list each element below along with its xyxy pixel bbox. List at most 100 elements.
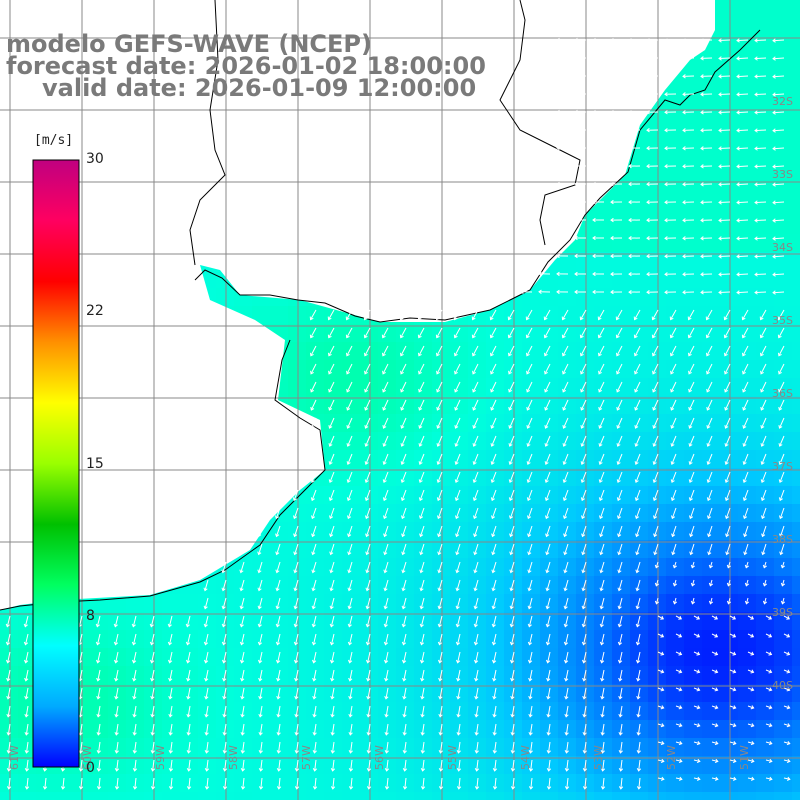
wind-arrow <box>508 435 515 447</box>
wind-arrow <box>765 651 773 656</box>
wind-arrow <box>600 705 605 718</box>
wind-arrow <box>328 435 335 447</box>
wind-arrow <box>598 435 605 447</box>
wind-arrow <box>597 345 605 357</box>
wind-arrow <box>562 507 569 520</box>
wind-arrow <box>690 597 696 605</box>
wind-arrow <box>401 633 407 646</box>
wind-arrow <box>762 561 767 569</box>
wind-arrow <box>682 164 695 169</box>
lon-label: 60W <box>81 745 94 770</box>
wind-arrow <box>186 669 191 682</box>
wind-arrow <box>365 615 371 628</box>
wind-arrow <box>783 615 791 620</box>
wind-arrow <box>610 73 623 79</box>
wind-arrow <box>778 489 785 502</box>
wind-arrow <box>546 705 551 718</box>
wind-arrow <box>636 723 641 736</box>
wind-arrow <box>581 597 587 610</box>
wind-arrow <box>759 345 767 357</box>
wind-arrow <box>437 651 443 664</box>
wind-arrow <box>454 381 461 393</box>
wind-arrow <box>311 615 317 628</box>
wind-arrow <box>275 525 281 538</box>
wind-arrow <box>783 776 791 781</box>
wind-arrow <box>546 669 551 682</box>
wind-arrow <box>490 381 497 393</box>
wind-arrow <box>150 723 155 736</box>
lat-label: 39S <box>772 606 793 619</box>
wind-arrow <box>455 543 461 556</box>
wind-arrow <box>455 597 461 610</box>
wind-arrow <box>149 633 155 646</box>
wind-arrow <box>401 525 407 538</box>
wind-arrow <box>418 417 425 429</box>
wind-arrow <box>664 200 677 205</box>
wind-arrow <box>718 38 731 43</box>
wind-arrow <box>383 633 389 646</box>
wind-arrow <box>652 363 659 375</box>
wind-arrow <box>636 687 641 700</box>
wind-arrow <box>616 399 623 411</box>
wind-arrow <box>509 579 515 592</box>
wind-arrow <box>711 615 719 620</box>
wind-arrow <box>365 579 371 592</box>
wind-arrow <box>203 597 209 610</box>
wind-arrow <box>610 271 623 277</box>
wind-arrow <box>760 489 767 502</box>
wind-arrow <box>528 705 533 718</box>
wind-arrow <box>492 687 497 700</box>
wind-arrow <box>509 651 515 664</box>
wind-arrow <box>5 633 11 646</box>
wind-arrow <box>669 327 677 339</box>
wind-arrow <box>599 615 605 628</box>
wind-arrow <box>592 55 605 61</box>
lat-label: 40S <box>772 679 793 692</box>
wind-arrow <box>754 56 767 61</box>
wind-arrow <box>418 489 425 502</box>
wind-arrow <box>95 633 101 646</box>
wind-arrow <box>616 471 623 484</box>
wind-arrow <box>688 381 695 393</box>
wind-arrow <box>556 55 569 61</box>
wind-arrow <box>579 327 587 339</box>
wind-arrow <box>348 723 353 736</box>
wind-arrow <box>736 182 749 187</box>
wind-arrow <box>592 217 605 223</box>
wind-arrow <box>438 723 443 736</box>
wind-arrow <box>761 543 767 556</box>
wind-arrow <box>670 489 677 502</box>
wind-arrow <box>688 435 695 447</box>
wind-arrow <box>580 381 587 393</box>
wind-arrow <box>436 381 443 393</box>
wind-arrow <box>778 471 785 484</box>
wind-arrow <box>718 290 731 295</box>
wind-arrow <box>546 777 552 790</box>
wind-arrow <box>114 669 119 682</box>
wind-arrow <box>635 615 641 628</box>
wind-arrow <box>436 363 443 375</box>
wind-arrow <box>736 164 749 169</box>
wind-arrow <box>718 200 731 205</box>
wind-arrow <box>664 110 677 115</box>
wind-arrow <box>545 579 551 592</box>
wind-arrow <box>617 579 623 592</box>
wind-arrow <box>760 435 767 447</box>
wind-arrow <box>652 471 659 484</box>
wind-arrow <box>294 723 299 736</box>
wind-arrow <box>574 145 587 151</box>
wind-arrow <box>453 327 461 339</box>
wind-arrow <box>132 723 137 736</box>
wind-arrow <box>150 777 156 790</box>
wind-arrow <box>402 723 407 736</box>
wind-arrow <box>527 561 533 574</box>
wind-arrow <box>742 471 749 484</box>
wind-arrow <box>6 741 11 754</box>
wind-arrow <box>562 453 569 465</box>
wind-arrow <box>364 417 371 429</box>
wind-arrow <box>525 309 533 321</box>
wind-arrow <box>204 723 209 736</box>
wind-arrow <box>363 345 371 357</box>
wind-arrow <box>5 615 11 628</box>
wind-arrow <box>778 417 785 429</box>
